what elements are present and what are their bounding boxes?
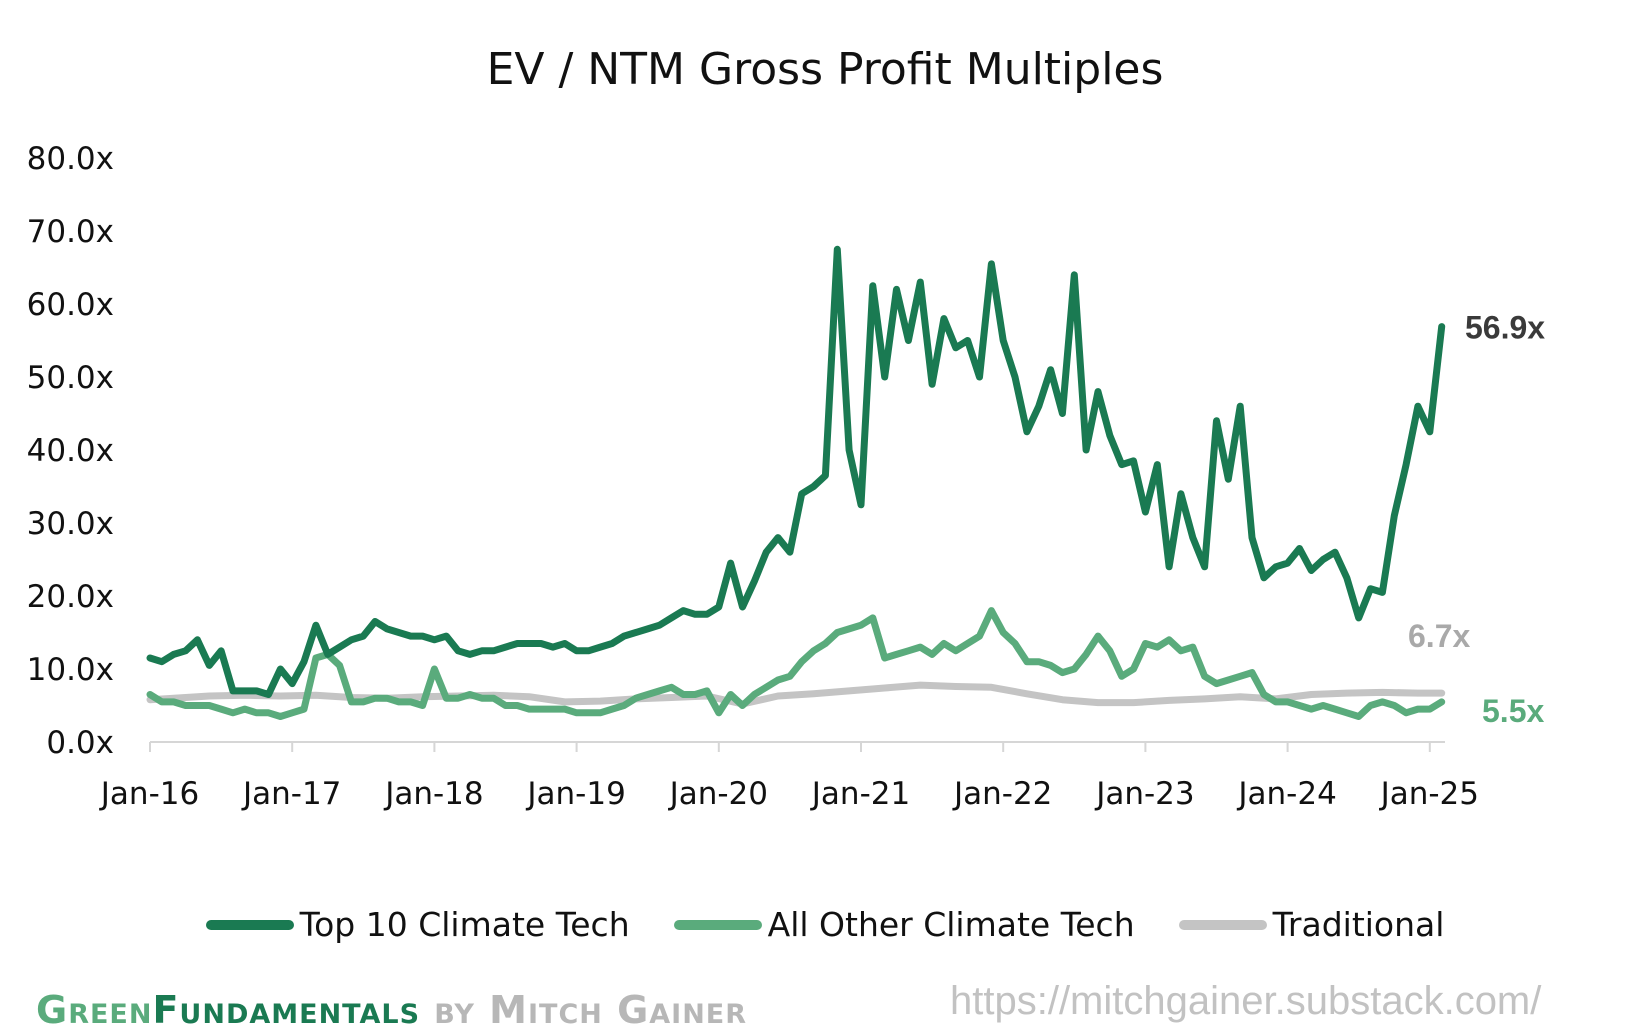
series-line-top10: [146, 245, 1446, 698]
legend-item-traditional[interactable]: Traditional: [1178, 905, 1445, 944]
legend-item-all-other[interactable]: All Other Climate Tech: [673, 905, 1135, 944]
brand-author: by Mitch Gainer: [420, 988, 748, 1032]
x-tick-label: Jan-20: [668, 776, 768, 812]
x-tick-label: Jan-25: [1379, 776, 1479, 812]
series-line-traditional: [146, 681, 1446, 708]
y-tick-label: 10.0x: [27, 652, 114, 688]
series-line-all-other: [146, 607, 1446, 720]
source-url[interactable]: https://mitchgainer.substack.com/: [950, 979, 1542, 1023]
y-tick-label: 20.0x: [27, 579, 114, 615]
end-label-traditional: 6.7x: [1408, 618, 1470, 654]
brand-fundamentals: Fundamentals: [152, 988, 421, 1032]
y-axis: 0.0x 10.0x 20.0x 30.0x 40.0x 50.0x 60.0x 70.0x 8…: [27, 141, 114, 761]
legend-swatch-all-other: [673, 919, 762, 930]
legend-swatch-traditional: [1178, 919, 1267, 930]
legend: Top 10 Climate Tech All Other Climate Te…: [0, 905, 1650, 944]
x-tick-label: Jan-22: [952, 776, 1052, 812]
chart-title: EV / NTM Gross Profit Multiples: [487, 44, 1164, 95]
x-tick-label: Jan-21: [810, 776, 910, 812]
x-tick-label: Jan-24: [1236, 776, 1336, 812]
y-tick-label: 70.0x: [27, 214, 114, 250]
brand-logo: GreenFundamentals by Mitch Gainer: [36, 988, 747, 1032]
brand-green: Green: [36, 988, 153, 1032]
x-tick-label: Jan-17: [241, 776, 341, 812]
x-tick-label: Jan-16: [99, 776, 199, 812]
x-axis: Jan-16 Jan-17 Jan-18 Jan-19 Jan-20 Jan-21 Jan-…: [99, 741, 1479, 812]
legend-label-top10: Top 10 Climate Tech: [299, 905, 630, 944]
y-tick-label: 0.0x: [46, 725, 114, 761]
end-label-all-other: 5.5x: [1482, 693, 1544, 729]
legend-item-top10[interactable]: Top 10 Climate Tech: [205, 905, 630, 944]
y-tick-label: 50.0x: [27, 360, 114, 396]
series-group: [146, 245, 1446, 720]
end-labels: 56.9x 5.5x 6.7x: [1408, 310, 1545, 729]
y-tick-label: 40.0x: [27, 433, 114, 469]
y-tick-label: 30.0x: [27, 506, 114, 542]
y-tick-label: 60.0x: [27, 287, 114, 323]
x-tick-label: Jan-19: [525, 776, 625, 812]
y-tick-label: 80.0x: [27, 141, 114, 177]
legend-label-all-other: All Other Climate Tech: [767, 905, 1135, 944]
x-tick-label: Jan-18: [383, 776, 483, 812]
x-tick-label: Jan-23: [1094, 776, 1194, 812]
legend-label-traditional: Traditional: [1272, 905, 1445, 944]
end-label-top10: 56.9x: [1465, 310, 1545, 346]
legend-swatch-top10: [205, 919, 294, 930]
